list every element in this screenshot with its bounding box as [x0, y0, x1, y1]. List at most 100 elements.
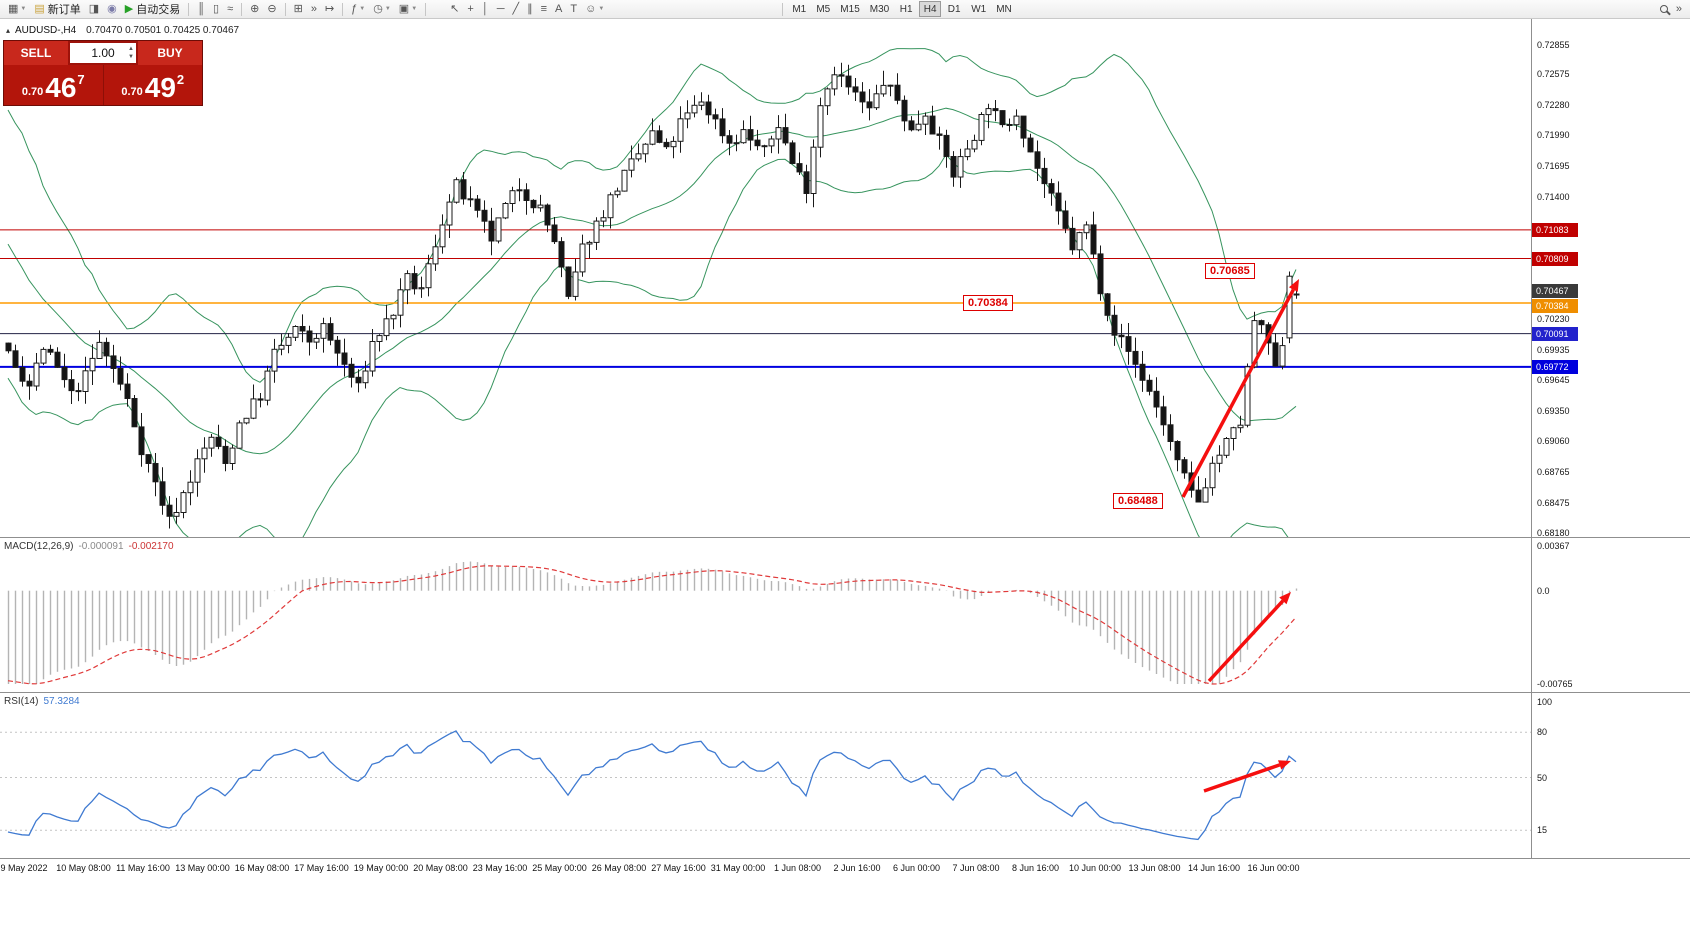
periods-button-icon: ◷ — [373, 3, 383, 15]
crosshair-tool[interactable]: + — [464, 1, 476, 17]
periods-button[interactable]: ◷ ▼ — [370, 1, 394, 17]
arrows-tool-icon: ☺ — [585, 3, 597, 15]
sell-price[interactable]: 0.70 46 7 — [4, 65, 103, 105]
panel-separator[interactable] — [0, 537, 1690, 538]
dropdown-arrow-icon: ▼ — [598, 6, 605, 12]
sell-price-prefix: 0.70 — [21, 86, 44, 98]
label-tool[interactable]: T — [567, 1, 580, 17]
zoom-in-button[interactable]: ⊕ — [247, 1, 262, 17]
time-axis[interactable]: 9 May 2022 10 May 08:00 11 May 16:00 13 May… — [0, 858, 1690, 878]
price-marker-0.70467: 0.70467 — [1532, 284, 1578, 298]
rsi-axis-label: 100 — [1537, 697, 1553, 707]
indicators-button[interactable]: ƒ ▼ — [348, 1, 368, 17]
new-chart-button[interactable]: ▦ ▼ — [5, 1, 29, 17]
auto-trading-button[interactable]: ▶ 自动交易 — [122, 1, 183, 17]
price-marker-0.70384: 0.70384 — [1532, 299, 1578, 313]
volume-up-button[interactable]: ▲ — [128, 46, 134, 52]
price-axis-label: 0.71695 — [1537, 161, 1570, 171]
price-axis-label: 0.69350 — [1537, 406, 1570, 416]
chart-symbol-period: AUDUSD-,H4 — [15, 25, 77, 36]
timeframe-w1-button[interactable]: W1 — [971, 3, 987, 15]
price-axis-label: 0.68765 — [1537, 467, 1570, 477]
toolbar-right-group: » — [1656, 1, 1686, 17]
one-click-trading-panel: SELL 1.00 ▲ ▼ BUY 0.70 46 7 0.70 49 2 — [3, 40, 203, 106]
cursor-tool[interactable]: ↖ — [447, 1, 462, 17]
rsi-panel[interactable] — [0, 693, 1532, 858]
rsi-axis-label: 15 — [1537, 825, 1548, 835]
toolbar-separator — [342, 2, 344, 16]
price-axis-label: 0.69645 — [1537, 375, 1570, 385]
tile-windows-button-icon: ⊞ — [293, 3, 303, 15]
buy-price[interactable]: 0.70 49 2 — [102, 65, 202, 105]
zoom-out-button[interactable]: ⊖ — [264, 1, 279, 17]
dropdown-arrow-icon: ▼ — [20, 6, 27, 12]
profiles-button[interactable]: ◨ — [86, 1, 102, 17]
rsi-header: RSI(14) 57.3284 — [4, 696, 80, 707]
templates-button[interactable]: ▣ ▼ — [396, 1, 420, 17]
line-chart-button[interactable]: ≈ — [224, 1, 236, 17]
price-axis-label: 0.71400 — [1537, 192, 1570, 202]
text-tool[interactable]: A — [552, 1, 565, 17]
time-axis-label: 8 Jun 16:00 — [1011, 863, 1060, 873]
timeframe-m30-button[interactable]: M30 — [869, 3, 890, 15]
price-marker-0.70091: 0.70091 — [1532, 327, 1578, 341]
text-tool-icon: A — [555, 3, 563, 15]
tile-windows-button[interactable]: ⊞ — [291, 1, 306, 17]
alerts-button-icon: ◉ — [107, 3, 117, 15]
auto-scroll-button-icon: » — [310, 3, 317, 15]
chart-title: ▴ AUDUSD-,H4 0.70470 0.70501 0.70425 0.7… — [6, 25, 239, 36]
indicators-button-icon: ƒ — [351, 3, 358, 15]
vertical-line-tool-icon: │ — [481, 3, 489, 15]
time-axis-label: 10 Jun 00:00 — [1068, 863, 1122, 873]
panel-separator[interactable] — [0, 692, 1690, 693]
timeframe-h1-button[interactable]: H1 — [899, 3, 913, 15]
volume-input[interactable]: 1.00 ▲ ▼ — [70, 43, 136, 63]
price-axis-label: 0.68180 — [1537, 528, 1570, 538]
time-axis-label: 1 Jun 08:00 — [773, 863, 822, 873]
time-axis-label: 31 May 00:00 — [710, 863, 766, 873]
timeframe-mn-button[interactable]: MN — [996, 3, 1012, 15]
horizontal-line-tool-icon: ─ — [496, 3, 505, 15]
main-price-chart[interactable] — [0, 18, 1532, 553]
line-chart-button-icon: ≈ — [227, 3, 234, 15]
toolbar-more-button[interactable]: » — [1673, 1, 1685, 17]
time-axis-label: 7 Jun 08:00 — [952, 863, 1000, 873]
new-order-button-label: 新订单 — [47, 4, 81, 16]
channel-tool[interactable]: ∥ — [524, 1, 536, 17]
sell-price-pip: 7 — [77, 72, 85, 87]
time-axis-label: 14 Jun 16:00 — [1187, 863, 1241, 873]
price-axis-label: 0.68475 — [1537, 498, 1570, 508]
quote-panel-collapse-icon[interactable]: ▴ — [6, 26, 11, 35]
timeframe-h4-button[interactable]: H4 — [919, 1, 942, 17]
toolbar-separator — [188, 2, 190, 16]
candlestick-chart-button[interactable]: ▯ — [210, 1, 222, 17]
price-axis[interactable]: 0.72855 0.72575 0.72280 0.71990 0.71695 0.714… — [1531, 18, 1690, 858]
fibonacci-tool[interactable]: ≡ — [538, 1, 550, 17]
timeframe-m15-button[interactable]: M15 — [840, 3, 860, 15]
buy-button[interactable]: BUY — [138, 41, 202, 65]
auto-scroll-button[interactable]: » — [308, 1, 320, 17]
label-tool-icon: T — [570, 3, 578, 15]
price-marker-0.69772: 0.69772 — [1532, 360, 1578, 374]
bar-chart-button[interactable]: ║ — [194, 1, 208, 17]
volume-down-button[interactable]: ▼ — [128, 54, 134, 60]
sell-button[interactable]: SELL — [4, 41, 68, 65]
price-axis-label: 0.69935 — [1537, 345, 1570, 355]
price-marker-0.71083: 0.71083 — [1532, 223, 1578, 237]
timeframe-m1-button[interactable]: M1 — [792, 3, 807, 15]
timeframe-d1-button[interactable]: D1 — [947, 3, 961, 15]
search-button[interactable] — [1657, 1, 1671, 17]
macd-panel[interactable] — [0, 538, 1532, 692]
rsi-value: 57.3284 — [43, 696, 80, 707]
chart-shift-button[interactable]: ↦ — [322, 1, 337, 17]
alerts-button[interactable]: ◉ — [104, 1, 120, 17]
trendline-tool[interactable]: ╱ — [509, 1, 522, 17]
macd-main-value: -0.000091 — [78, 541, 124, 552]
new-chart-button-icon: ▦ — [8, 3, 19, 15]
timeframe-m5-button[interactable]: M5 — [816, 3, 831, 15]
macd-axis-label: 0.0 — [1537, 586, 1550, 596]
horizontal-line-tool[interactable]: ─ — [494, 1, 508, 17]
arrows-tool[interactable]: ☺ ▼ — [582, 1, 607, 17]
vertical-line-tool[interactable]: │ — [479, 1, 492, 17]
new-order-button[interactable]: ▤ 新订单 — [31, 1, 83, 17]
